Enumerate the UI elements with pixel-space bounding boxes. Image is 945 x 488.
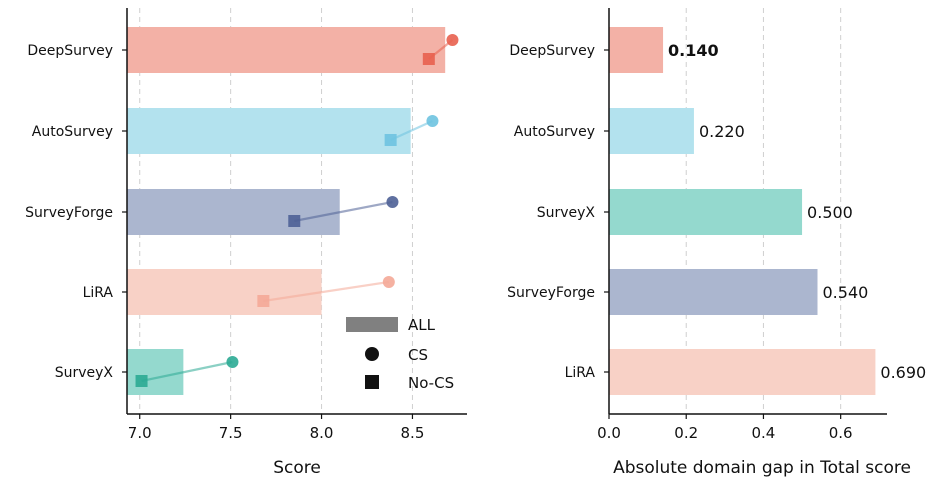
bar-all	[127, 108, 411, 154]
bar-all	[127, 349, 184, 395]
bar-gap	[609, 189, 803, 235]
connector-line	[390, 119, 433, 142]
point-cs	[426, 115, 439, 127]
x-tick-label: 8.0	[310, 424, 334, 442]
x-tick-label: 7.5	[219, 424, 243, 442]
point-cs	[226, 356, 239, 368]
legend-swatch-all	[346, 317, 398, 332]
point-cs	[446, 34, 459, 46]
category-label: SurveyX	[537, 205, 596, 221]
bar-all	[127, 189, 340, 235]
bar-gap	[609, 108, 694, 154]
point-no-cs	[384, 134, 397, 146]
point-no-cs	[257, 295, 270, 307]
bar-all	[127, 269, 322, 315]
category-label: DeepSurvey	[509, 43, 595, 59]
x-tick-label: 0.6	[829, 424, 853, 442]
point-no-cs	[135, 375, 148, 387]
category-label: LiRA	[565, 365, 596, 381]
x-axis-title: Absolute domain gap in Total score	[613, 458, 911, 478]
bar-gap	[609, 269, 818, 315]
category-label: SurveyForge	[25, 205, 113, 221]
x-tick-label: 7.0	[128, 424, 152, 442]
bar-value-label: 0.500	[807, 203, 853, 222]
bar-value-label: 0.540	[823, 283, 869, 302]
legend-swatch-no-cs	[365, 375, 379, 389]
category-label: DeepSurvey	[27, 43, 113, 59]
bar-value-label: 0.140	[668, 41, 719, 60]
legend-label: ALL	[408, 316, 436, 334]
legend-label: CS	[408, 346, 428, 364]
bar-all	[127, 27, 446, 73]
legend-swatch-cs	[365, 347, 379, 361]
bar-gap	[609, 27, 664, 73]
point-no-cs	[422, 53, 435, 65]
connector-line	[263, 280, 389, 303]
category-label: SurveyForge	[507, 285, 595, 301]
bar-value-label: 0.690	[880, 363, 926, 382]
category-label: LiRA	[83, 285, 114, 301]
point-no-cs	[288, 215, 301, 227]
bar-gap	[609, 349, 876, 395]
connector-line	[141, 360, 233, 383]
category-label: AutoSurvey	[32, 124, 113, 140]
x-tick-label: 0.4	[752, 424, 776, 442]
point-cs	[382, 276, 395, 288]
x-tick-label: 8.5	[401, 424, 425, 442]
point-cs	[386, 196, 399, 208]
category-label: AutoSurvey	[514, 124, 595, 140]
bar-value-label: 0.220	[699, 122, 745, 141]
connector-line	[294, 200, 393, 223]
x-axis-title: Score	[273, 458, 321, 478]
category-label: SurveyX	[55, 365, 114, 381]
x-tick-label: 0.0	[597, 424, 621, 442]
x-tick-label: 0.2	[674, 424, 698, 442]
legend-label: No-CS	[408, 374, 454, 392]
